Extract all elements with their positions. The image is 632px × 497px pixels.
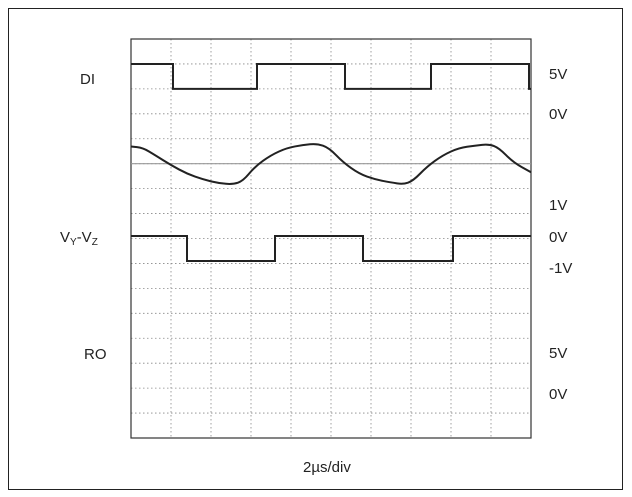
trace-label-vy-vz: VY-VZ xyxy=(60,229,98,248)
trace-label-di: DI xyxy=(80,71,95,88)
trace-ro xyxy=(131,235,531,262)
level-label: 5V xyxy=(549,66,568,83)
trace-vy-vz xyxy=(130,143,532,185)
trace-label-ro: RO xyxy=(84,346,107,363)
level-label: 0V xyxy=(549,106,568,123)
grid xyxy=(131,39,531,438)
figure-frame xyxy=(8,8,623,490)
level-label: -1V xyxy=(549,260,573,277)
traces xyxy=(130,62,532,262)
level-label: 0V xyxy=(549,229,568,246)
level-label: 0V xyxy=(549,386,568,403)
level-label: 1V xyxy=(549,197,568,214)
x-axis-label: 2µs/div xyxy=(303,459,351,476)
level-label: 5V xyxy=(549,345,568,362)
plot-border xyxy=(130,38,532,439)
trace-di xyxy=(131,62,531,90)
